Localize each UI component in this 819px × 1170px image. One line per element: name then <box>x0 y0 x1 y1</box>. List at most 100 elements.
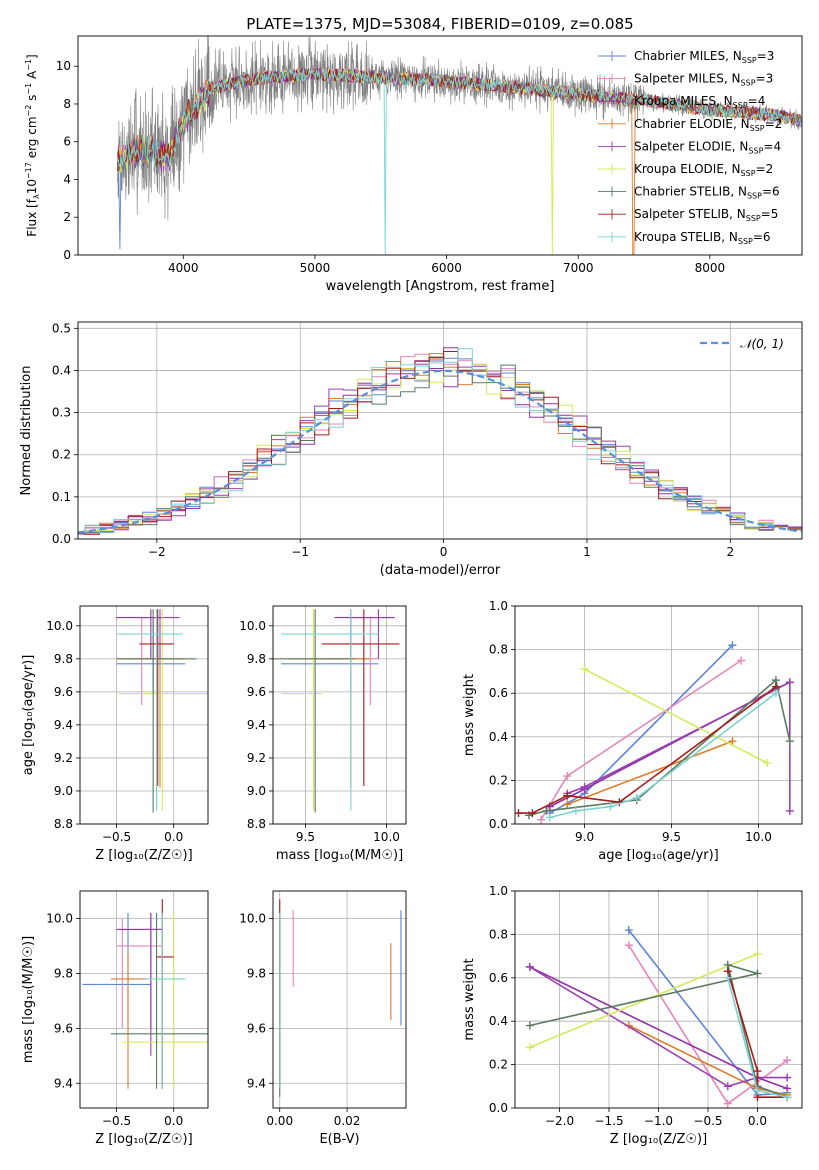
residuals-frame <box>77 321 803 540</box>
age-mass-plot-area <box>273 609 400 813</box>
weight-Z-ytick-label: 0.8 <box>489 927 508 941</box>
weight-age-marker-chabrier-elodie <box>728 737 737 746</box>
weight-age-marker-kroupa-stelib <box>632 793 641 802</box>
age-mass-ytick-label: 9.6 <box>247 685 266 699</box>
weight-Z-marker-kroupa-elodie <box>525 1043 534 1052</box>
weight-Z-marker-kroupa-stelib <box>783 1093 792 1102</box>
spectrum-ylabel: Flux [fλ10−17 erg cm−2 s−1 A−1] <box>24 54 41 236</box>
weight-Z-xlabel: Z [log₁₀(Z/Z☉)] <box>610 1132 707 1147</box>
weight-age-marker-kroupa-elodie <box>763 758 772 767</box>
mass-ebv-xlabel: E(B-V) <box>319 1132 359 1147</box>
residuals-xtick-label: −1 <box>291 545 309 559</box>
age-Z-xlabel: Z [log₁₀(Z/Z☉)] <box>95 848 192 863</box>
age-mass-point-chabrier-stelib <box>273 609 355 813</box>
mass-ebv-plot-area <box>279 899 402 1098</box>
weight-Z-marker-salpeter-elodie <box>783 1073 792 1082</box>
panel-age-Z: −0.5 0.0 8.8 9.0 9.2 9.4 9.6 9.8 10.0 Z [log₁₀(Z/… <box>21 605 209 863</box>
mass-Z-ytick-label: 9.8 <box>54 966 73 980</box>
age-mass-grid <box>273 606 406 825</box>
weight-age-marker-kroupa-elodie <box>580 665 589 674</box>
mass-Z-xtick-label: 0.0 <box>164 1114 183 1128</box>
legend-label-chabrier-stelib: Chabrier STELIB, NSSP=6 <box>634 185 780 201</box>
spectrum-xtick-label: 7000 <box>563 261 594 275</box>
residual-hist-chabrier-stelib <box>78 356 802 538</box>
weight-Z-ylabel: mass weight <box>462 958 477 1040</box>
age-Z-point-kroupa-stelib <box>116 609 183 811</box>
mass-ebv-ytick-label: 9.8 <box>247 966 266 980</box>
panel-mass-ebv: 0.00 0.02 9.4 9.6 9.8 10.0 E(B-V) <box>239 890 407 1147</box>
mass-Z-point-kroupa-miles <box>116 912 163 1029</box>
weight-Z-xtick-label: 0.0 <box>748 1114 767 1128</box>
weight-age-xtick-label: 10.0 <box>745 830 772 844</box>
age-Z-xtick-label: 0.0 <box>164 830 183 844</box>
weight-Z-marker-salpeter-elodie <box>723 1082 732 1091</box>
weight-Z-line-kroupa-elodie <box>529 953 758 1048</box>
mass-Z-grid <box>80 891 208 1108</box>
weight-Z-marker-salpeter-miles <box>624 941 633 950</box>
spectrum-model-kroupa-stelib <box>117 67 802 255</box>
mass-ebv-frame <box>272 890 407 1109</box>
weight-Z-xtick-label: −2.0 <box>545 1114 574 1128</box>
weight-Z-ytick-label: 0.6 <box>489 971 508 985</box>
weight-age-marker-salpeter-stelib <box>515 809 523 818</box>
age-mass-ytick-label: 9.4 <box>247 718 266 732</box>
weight-age-marker-salpeter-miles <box>737 656 746 665</box>
mass-Z-ytick-label: 10.0 <box>46 911 73 925</box>
weight-age-marker-kroupa-stelib <box>771 689 780 698</box>
weight-Z-marker-salpeter-miles <box>783 1056 792 1065</box>
legend-label-kroupa-miles: Kroupa MILES, NSSP=4 <box>634 94 765 110</box>
age-mass-ytick-label: 9.2 <box>247 751 266 765</box>
mass-ebv-xtick-label: 0.00 <box>266 1114 293 1128</box>
spectrum-xtick-label: 5000 <box>300 261 331 275</box>
weight-age-xtick-label: 9.0 <box>575 830 594 844</box>
weight-age-marker-salpeter-stelib <box>528 809 537 818</box>
weight-age-ytick-label: 1.0 <box>489 599 508 613</box>
residuals-plot-area <box>78 347 802 538</box>
panel-age-mass: 9.5 10.0 8.8 9.0 9.2 9.4 9.6 9.8 10.0 mass [log₁₀… <box>239 605 407 863</box>
weight-Z-frame <box>514 890 803 1109</box>
age-Z-plot-area <box>116 609 208 813</box>
mass-Z-xtick-label: −0.5 <box>102 1114 131 1128</box>
residuals-ytick-label: 0.3 <box>52 406 71 420</box>
weight-age-ytick-label: 0.0 <box>489 817 508 831</box>
weight-Z-xtick-label: −0.5 <box>693 1114 722 1128</box>
spectrum-plot-area <box>117 36 802 255</box>
age-mass-ytick-label: 9.8 <box>247 652 266 666</box>
mass-Z-point-chabrier-stelib <box>110 912 208 1089</box>
weight-age-marker-salpeter-stelib <box>563 791 572 800</box>
legend-label-gaussian: 𝒩(0, 1) <box>740 337 784 351</box>
spectrum-frame <box>77 35 803 256</box>
spectrum-ytick-label: 2 <box>63 210 71 224</box>
mass-Z-plot-area <box>82 899 208 1089</box>
spectrum-ytick-label: 6 <box>63 135 71 149</box>
legend-label-salpeter-stelib: Salpeter STELIB, NSSP=5 <box>634 207 778 223</box>
weight-age-line-kroupa-elodie <box>584 668 768 764</box>
age-mass-frame <box>272 605 407 825</box>
residuals-ylabel: Normed distribution <box>19 366 34 496</box>
age-mass-xtick-label: 9.5 <box>296 830 315 844</box>
weight-age-ytick-label: 0.2 <box>489 773 508 787</box>
spectrum-xlabel: wavelength [Angstrom, rest frame] <box>326 279 555 294</box>
age-Z-ytick-label: 9.2 <box>54 751 73 765</box>
residuals-xtick-label: 2 <box>726 545 734 559</box>
weight-Z-marker-chabrier-miles <box>624 926 633 935</box>
residuals-ytick-label: 0.4 <box>52 363 71 377</box>
age-mass-xlabel: mass [log₁₀(M/M☉)] <box>276 848 403 863</box>
spectrum-ytick-label: 8 <box>63 97 71 111</box>
age-mass-ytick-label: 8.8 <box>247 817 266 831</box>
residuals-ytick-label: 0.0 <box>52 532 71 546</box>
mass-Z-point-chabrier-elodie <box>110 951 151 1089</box>
age-Z-ytick-label: 10.0 <box>46 619 73 633</box>
weight-age-marker-salpeter-miles <box>563 772 572 781</box>
age-Z-ytick-label: 9.8 <box>54 652 73 666</box>
age-Z-ylabel: age [log₁₀(age/yr)] <box>21 655 36 776</box>
age-Z-ytick-label: 9.0 <box>54 784 73 798</box>
gaussian-curve <box>78 369 802 534</box>
weight-age-line-salpeter-elodie <box>566 680 791 811</box>
age-Z-ytick-label: 8.8 <box>54 817 73 831</box>
residuals-xlabel: (data-model)/error <box>380 563 501 578</box>
residual-hist-kroupa-stelib <box>78 348 802 535</box>
weight-age-xtick-label: 9.5 <box>662 830 681 844</box>
weight-Z-marker-kroupa-stelib <box>723 973 732 982</box>
age-Z-xtick-label: −0.5 <box>102 830 131 844</box>
